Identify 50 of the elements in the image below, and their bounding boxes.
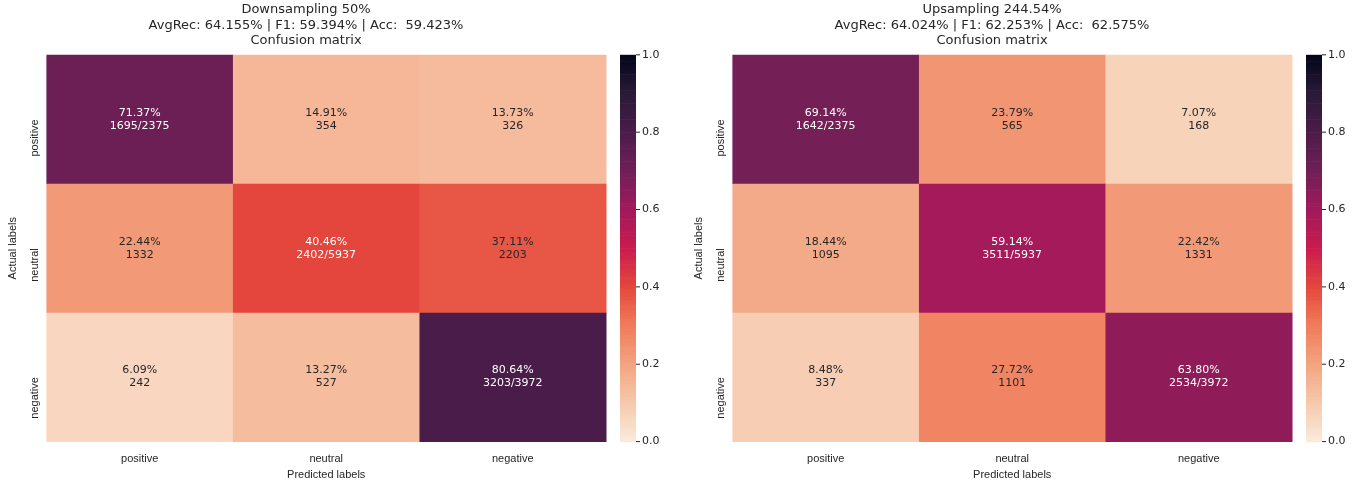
color-bar-label: 0.0 <box>642 434 660 448</box>
color-bar-label: 0.4 <box>642 279 660 293</box>
y-tick-label: positive <box>28 119 41 157</box>
color-bar-label: 0.6 <box>1328 202 1346 216</box>
chart-subtitle: AvgRec: 64.155% | F1: 59.394% | Acc: 59.423% Confusion matrix <box>148 16 464 48</box>
data-label: 71.37% 1695/2375 <box>109 105 170 132</box>
y-tick-label: negative <box>714 377 727 419</box>
x-axis-title: Predicted labels <box>287 468 366 481</box>
color-bar-label: 0.8 <box>642 125 660 139</box>
x-tick-label: neutral <box>309 452 344 465</box>
data-label: 40.46% 2402/5937 <box>296 234 357 261</box>
y-axis-title: Actual labels <box>691 216 704 280</box>
x-tick-label: neutral <box>995 452 1030 465</box>
color-bar-label: 0.4 <box>1328 279 1346 293</box>
x-tick-label: negative <box>491 452 534 465</box>
data-label: 63.80% 2534/3972 <box>1168 363 1229 390</box>
y-tick-label: positive <box>714 119 727 157</box>
color-bar-label: 0.8 <box>1328 125 1346 139</box>
data-label: 23.79% 565 <box>991 105 1034 132</box>
color-bar-label: 1.0 <box>1328 47 1346 61</box>
data-label: 7.07% 168 <box>1181 105 1217 132</box>
data-label: 13.73% 326 <box>491 105 534 132</box>
chart-title: Downsampling 50% <box>241 1 371 17</box>
data-label: 80.64% 3203/3972 <box>482 363 543 390</box>
data-label: 27.72% 1101 <box>991 363 1034 390</box>
data-label: 59.14% 3511/5937 <box>982 234 1043 261</box>
data-label: 22.42% 1331 <box>1177 234 1220 261</box>
data-label: 18.44% 1095 <box>804 234 847 261</box>
x-axis-title: Predicted labels <box>973 468 1052 481</box>
color-bar-label: 0.6 <box>642 202 660 216</box>
color-bar-label: 0.2 <box>1328 357 1346 371</box>
data-label: 14.91% 354 <box>305 105 348 132</box>
y-tick-label: neutral <box>28 248 41 282</box>
data-label: 22.44% 1332 <box>118 234 161 261</box>
data-label: 8.48% 337 <box>808 363 844 390</box>
y-tick-label: negative <box>28 377 41 419</box>
x-tick-label: positive <box>807 452 845 465</box>
color-bar-label: 0.2 <box>642 357 660 371</box>
y-tick-label: neutral <box>714 248 727 282</box>
chart-title: Upsampling 244.54% <box>922 1 1062 17</box>
x-tick-label: negative <box>1177 452 1220 465</box>
y-axis-title: Actual labels <box>5 216 18 280</box>
data-label: 69.14% 1642/2375 <box>795 105 856 132</box>
data-label: 37.11% 2203 <box>491 234 534 261</box>
chart-subtitle: AvgRec: 64.024% | F1: 62.253% | Acc: 62.575% Confusion matrix <box>834 16 1150 48</box>
color-bar-label: 1.0 <box>642 47 660 61</box>
data-label: 6.09% 242 <box>122 363 158 390</box>
color-bar-label: 0.0 <box>1328 434 1346 448</box>
x-tick-label: positive <box>121 452 159 465</box>
data-label: 13.27% 527 <box>305 363 348 390</box>
